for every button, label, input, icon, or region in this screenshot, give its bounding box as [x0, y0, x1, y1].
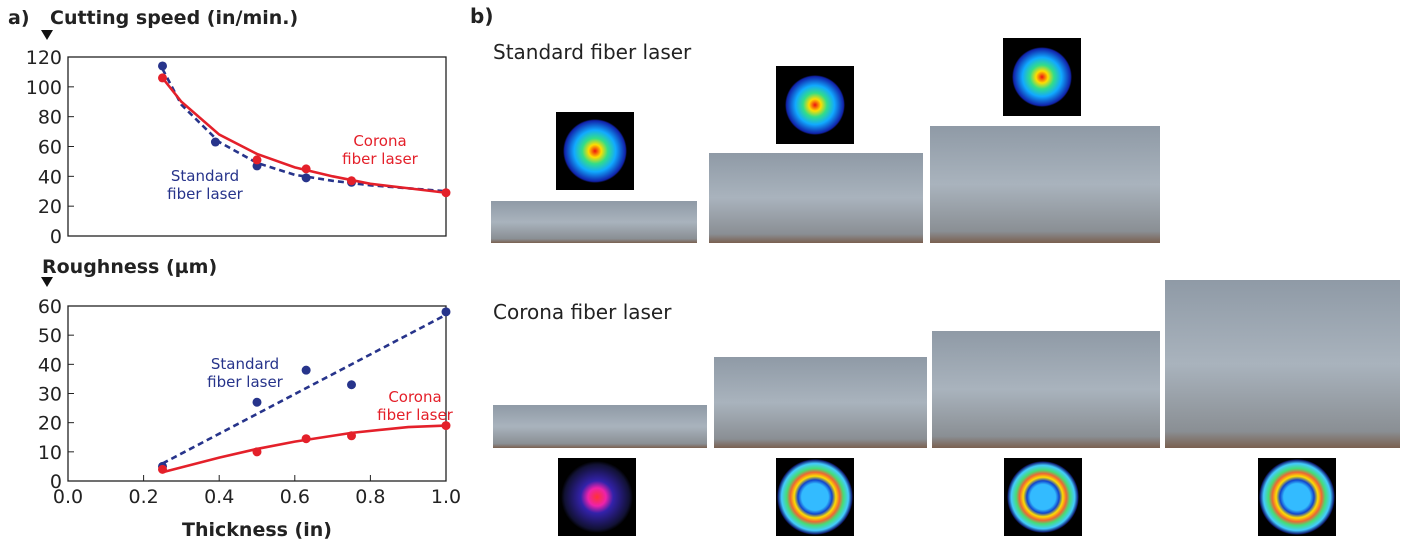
y-tick-label: 100 [26, 77, 62, 99]
x-tick-label: 0.4 [204, 486, 234, 508]
photos [491, 38, 1400, 536]
data-point [253, 398, 262, 407]
y-tick-label: 0 [50, 226, 62, 248]
chart: a) Cutting speed (in/min.) 0 20 40 60 80 100 12… [0, 0, 1409, 544]
y-tick-label: 60 [38, 137, 62, 159]
y-tick-label: 30 [38, 384, 62, 406]
data-point [253, 447, 262, 456]
data-point [302, 434, 311, 443]
x-axis-label: Thickness (in) [182, 519, 332, 541]
data-point [442, 307, 451, 316]
data-point [302, 366, 311, 375]
data-point [253, 155, 262, 164]
y-tick-label: 20 [38, 196, 62, 218]
panel-label: b) [470, 4, 493, 28]
chart-title: Cutting speed (in/min.) [50, 7, 298, 29]
y-tick-label: 10 [38, 442, 62, 464]
row-label: Standard fiber laser [493, 40, 691, 64]
data-point [158, 465, 167, 474]
series-label: Standard fiber laser [200, 355, 290, 391]
series-label: Corona fiber laser [370, 388, 460, 424]
y-tick-label: 80 [38, 107, 62, 129]
data-point [347, 431, 356, 440]
series-label: Standard fiber laser [160, 167, 250, 203]
data-point [347, 380, 356, 389]
x-tick-label: 0.6 [280, 486, 310, 508]
fit-line [163, 426, 447, 473]
y-tick-label: 40 [38, 354, 62, 376]
data-point [158, 61, 167, 70]
data-point [158, 73, 167, 82]
x-tick-label: 0.8 [355, 486, 385, 508]
arrow [41, 277, 53, 287]
data-point [302, 164, 311, 173]
x-tick-label: 1.0 [431, 486, 461, 508]
row-label: Corona fiber laser [493, 300, 671, 324]
y-tick-label: 60 [38, 296, 62, 318]
y-tick-label: 50 [38, 325, 62, 347]
data-point [211, 138, 220, 147]
y-tick-label: 20 [38, 413, 62, 435]
y-tick-label: 40 [38, 166, 62, 188]
y-tick-label: 120 [26, 47, 62, 69]
data-point [347, 176, 356, 185]
panel-label: a) [8, 7, 30, 29]
x-tick-label: 0.0 [53, 486, 83, 508]
x-tick-label: 0.2 [128, 486, 158, 508]
arrow [41, 30, 53, 40]
figure: a) Cutting speed (in/min.) 0 20 40 60 80 100 12… [0, 0, 1409, 544]
data-point [442, 188, 451, 197]
data-point [302, 173, 311, 182]
series-label: Corona fiber laser [335, 132, 425, 168]
chart-title: Roughness (µm) [42, 256, 217, 278]
